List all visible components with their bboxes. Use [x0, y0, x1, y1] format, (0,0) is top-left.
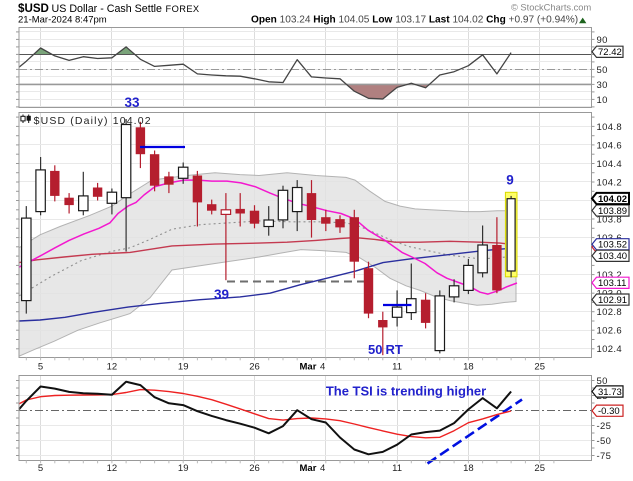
- svg-text:11: 11: [392, 361, 402, 372]
- svg-text:31.73: 31.73: [598, 387, 622, 398]
- svg-text:19: 19: [178, 463, 189, 474]
- svg-text:25: 25: [534, 361, 545, 372]
- svg-text:10: 10: [597, 95, 608, 106]
- svg-text:5: 5: [38, 361, 43, 372]
- svg-text:Mar: Mar: [300, 463, 317, 474]
- svg-text:12: 12: [107, 361, 118, 372]
- svg-text:39: 39: [214, 287, 229, 302]
- svg-text:11: 11: [392, 463, 402, 474]
- svg-text:$USD (Daily) 104.02: $USD (Daily) 104.02: [34, 115, 152, 127]
- svg-text:26: 26: [249, 361, 260, 372]
- svg-text:104.4: 104.4: [597, 159, 623, 170]
- svg-text:4: 4: [320, 361, 325, 372]
- svg-text:102.4: 102.4: [597, 344, 623, 355]
- svg-text:-50: -50: [597, 436, 612, 447]
- svg-text:© StockCharts.com: © StockCharts.com: [511, 3, 591, 13]
- svg-text:4: 4: [320, 463, 325, 474]
- svg-text:18: 18: [463, 361, 474, 372]
- svg-text:103.11: 103.11: [598, 278, 626, 289]
- svg-text:30: 30: [597, 80, 608, 91]
- svg-text:RT: RT: [386, 342, 403, 357]
- svg-text:-25: -25: [597, 421, 612, 432]
- svg-text:Mar: Mar: [300, 361, 317, 372]
- svg-text:-75: -75: [597, 451, 612, 462]
- svg-text:5: 5: [38, 463, 43, 474]
- svg-text:9: 9: [506, 173, 514, 188]
- svg-text:104.6: 104.6: [597, 140, 623, 151]
- svg-text:21-Mar-2024 8:47pm: 21-Mar-2024 8:47pm: [18, 15, 107, 26]
- svg-text:12: 12: [107, 463, 118, 474]
- svg-text:50: 50: [597, 65, 608, 76]
- svg-text:25: 25: [534, 463, 545, 474]
- svg-text:50: 50: [597, 376, 608, 387]
- svg-text:50: 50: [368, 342, 382, 357]
- svg-text:72.42: 72.42: [598, 47, 622, 58]
- svg-text:18: 18: [463, 463, 474, 474]
- svg-text:The TSI is trending higher: The TSI is trending higher: [326, 384, 486, 399]
- svg-text:103.52: 103.52: [598, 240, 627, 251]
- svg-text:26: 26: [249, 463, 260, 474]
- svg-text:-0.30: -0.30: [598, 406, 620, 417]
- svg-text:US Dollar - Cash Settle: US Dollar - Cash Settle: [52, 3, 163, 15]
- svg-text:103.8: 103.8: [597, 214, 623, 225]
- svg-text:19: 19: [178, 361, 189, 372]
- svg-text:Open 103.24 High 104.05 Low 10: Open 103.24 High 104.05 Low 103.17 Last …: [251, 15, 578, 26]
- svg-text:33: 33: [124, 95, 140, 110]
- svg-text:102.8: 102.8: [597, 307, 623, 318]
- svg-text:103.89: 103.89: [598, 206, 627, 217]
- svg-text:$USD: $USD: [18, 2, 49, 15]
- svg-text:102.6: 102.6: [597, 326, 623, 337]
- svg-text:102.91: 102.91: [598, 295, 627, 306]
- svg-text:103.40: 103.40: [598, 251, 627, 262]
- svg-text:104.2: 104.2: [597, 177, 623, 188]
- svg-text:103.2: 103.2: [597, 270, 623, 281]
- svg-text:104.02: 104.02: [598, 194, 627, 205]
- svg-text:FOREX: FOREX: [166, 4, 200, 14]
- svg-text:90: 90: [597, 35, 608, 46]
- svg-text:104.8: 104.8: [597, 122, 623, 133]
